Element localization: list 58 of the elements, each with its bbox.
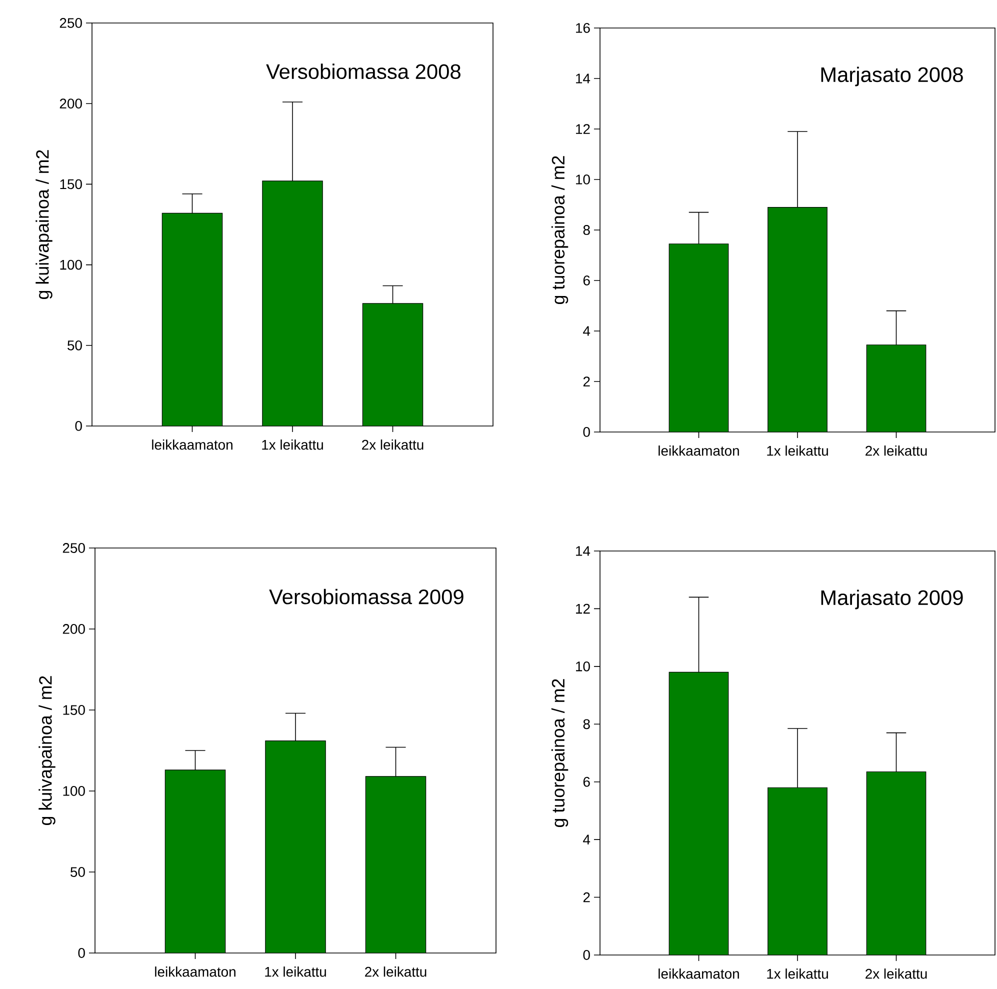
y-tick-label: 12 — [576, 124, 590, 134]
y-tick-label: 0 — [583, 950, 590, 960]
y-axis-title: g tuorepainoa / m2 — [551, 156, 568, 304]
y-tick-label: 100 — [60, 260, 82, 270]
y-tick-label: 150 — [60, 179, 82, 190]
y-tick-label: 6 — [583, 276, 590, 286]
y-tick-label: 50 — [68, 340, 82, 350]
x-tick-label: 2x leikattu — [866, 446, 927, 456]
y-tick-label: 6 — [583, 776, 590, 787]
x-tick-label: 1x leikattu — [265, 966, 326, 977]
y-tick-label: 0 — [75, 421, 82, 431]
text: Versobiomassa 2008 — [266, 64, 460, 80]
y-tick-label: 4 — [583, 834, 590, 844]
y-tick-label: 8 — [583, 225, 590, 235]
y-tick-label: 2 — [583, 376, 590, 386]
y-tick-label: 250 — [62, 543, 85, 553]
y-tick-label: 8 — [583, 719, 590, 730]
text: Marjasato 2009 — [821, 590, 963, 610]
bar — [866, 344, 926, 432]
x-tick-label: leikkaamaton — [658, 446, 739, 456]
y-tick-label: 0 — [583, 427, 590, 437]
y-tick-label: 2 — [583, 892, 590, 902]
y-tick-label: 4 — [583, 326, 590, 336]
bar — [668, 672, 729, 955]
bar — [362, 303, 424, 426]
x-tick-label: 1x leikattu — [767, 446, 828, 456]
y-tick-label: 50 — [70, 867, 85, 877]
y-tick-label: 14 — [576, 74, 590, 84]
x-tick-label: 1x leikattu — [262, 440, 323, 450]
x-tick-label: 1x leikattu — [767, 968, 828, 979]
text: Marjasato 2008 — [821, 66, 963, 86]
y-tick-label: 10 — [576, 174, 590, 184]
y-tick-label: 200 — [60, 98, 82, 109]
y-tick-label: 200 — [62, 624, 85, 634]
x-tick-label: leikkaamaton — [658, 968, 739, 979]
y-tick-label: 150 — [63, 705, 85, 715]
bar — [262, 180, 323, 426]
y-axis-title: g kuivapainoa / m2 — [36, 150, 52, 300]
y-tick-label: 250 — [60, 18, 82, 28]
x-tick-label: leikkaamaton — [155, 966, 236, 977]
bar — [668, 244, 729, 432]
y-axis-title: g kuivapainoa / m2 — [38, 676, 56, 826]
x-tick-label: 2x leikattu — [365, 966, 426, 977]
y-tick-label: 16 — [576, 23, 590, 33]
x-tick-label: 2x leikattu — [866, 968, 927, 979]
x-tick-label: 2x leikattu — [362, 440, 424, 450]
y-tick-label: 100 — [63, 786, 85, 796]
bar — [768, 787, 828, 955]
y-axis-title: g tuorepainoa / m2 — [551, 679, 568, 828]
y-tick-label: 14 — [576, 546, 590, 556]
x-tick-label: leikkaamaton — [152, 440, 232, 450]
y-tick-label: 10 — [576, 661, 590, 672]
bar — [866, 771, 926, 955]
bar — [162, 212, 223, 426]
y-tick-label: 0 — [78, 948, 85, 958]
y-tick-label: 12 — [576, 604, 590, 614]
text: Versobiomassa 2009 — [269, 588, 464, 604]
bar — [768, 206, 828, 432]
